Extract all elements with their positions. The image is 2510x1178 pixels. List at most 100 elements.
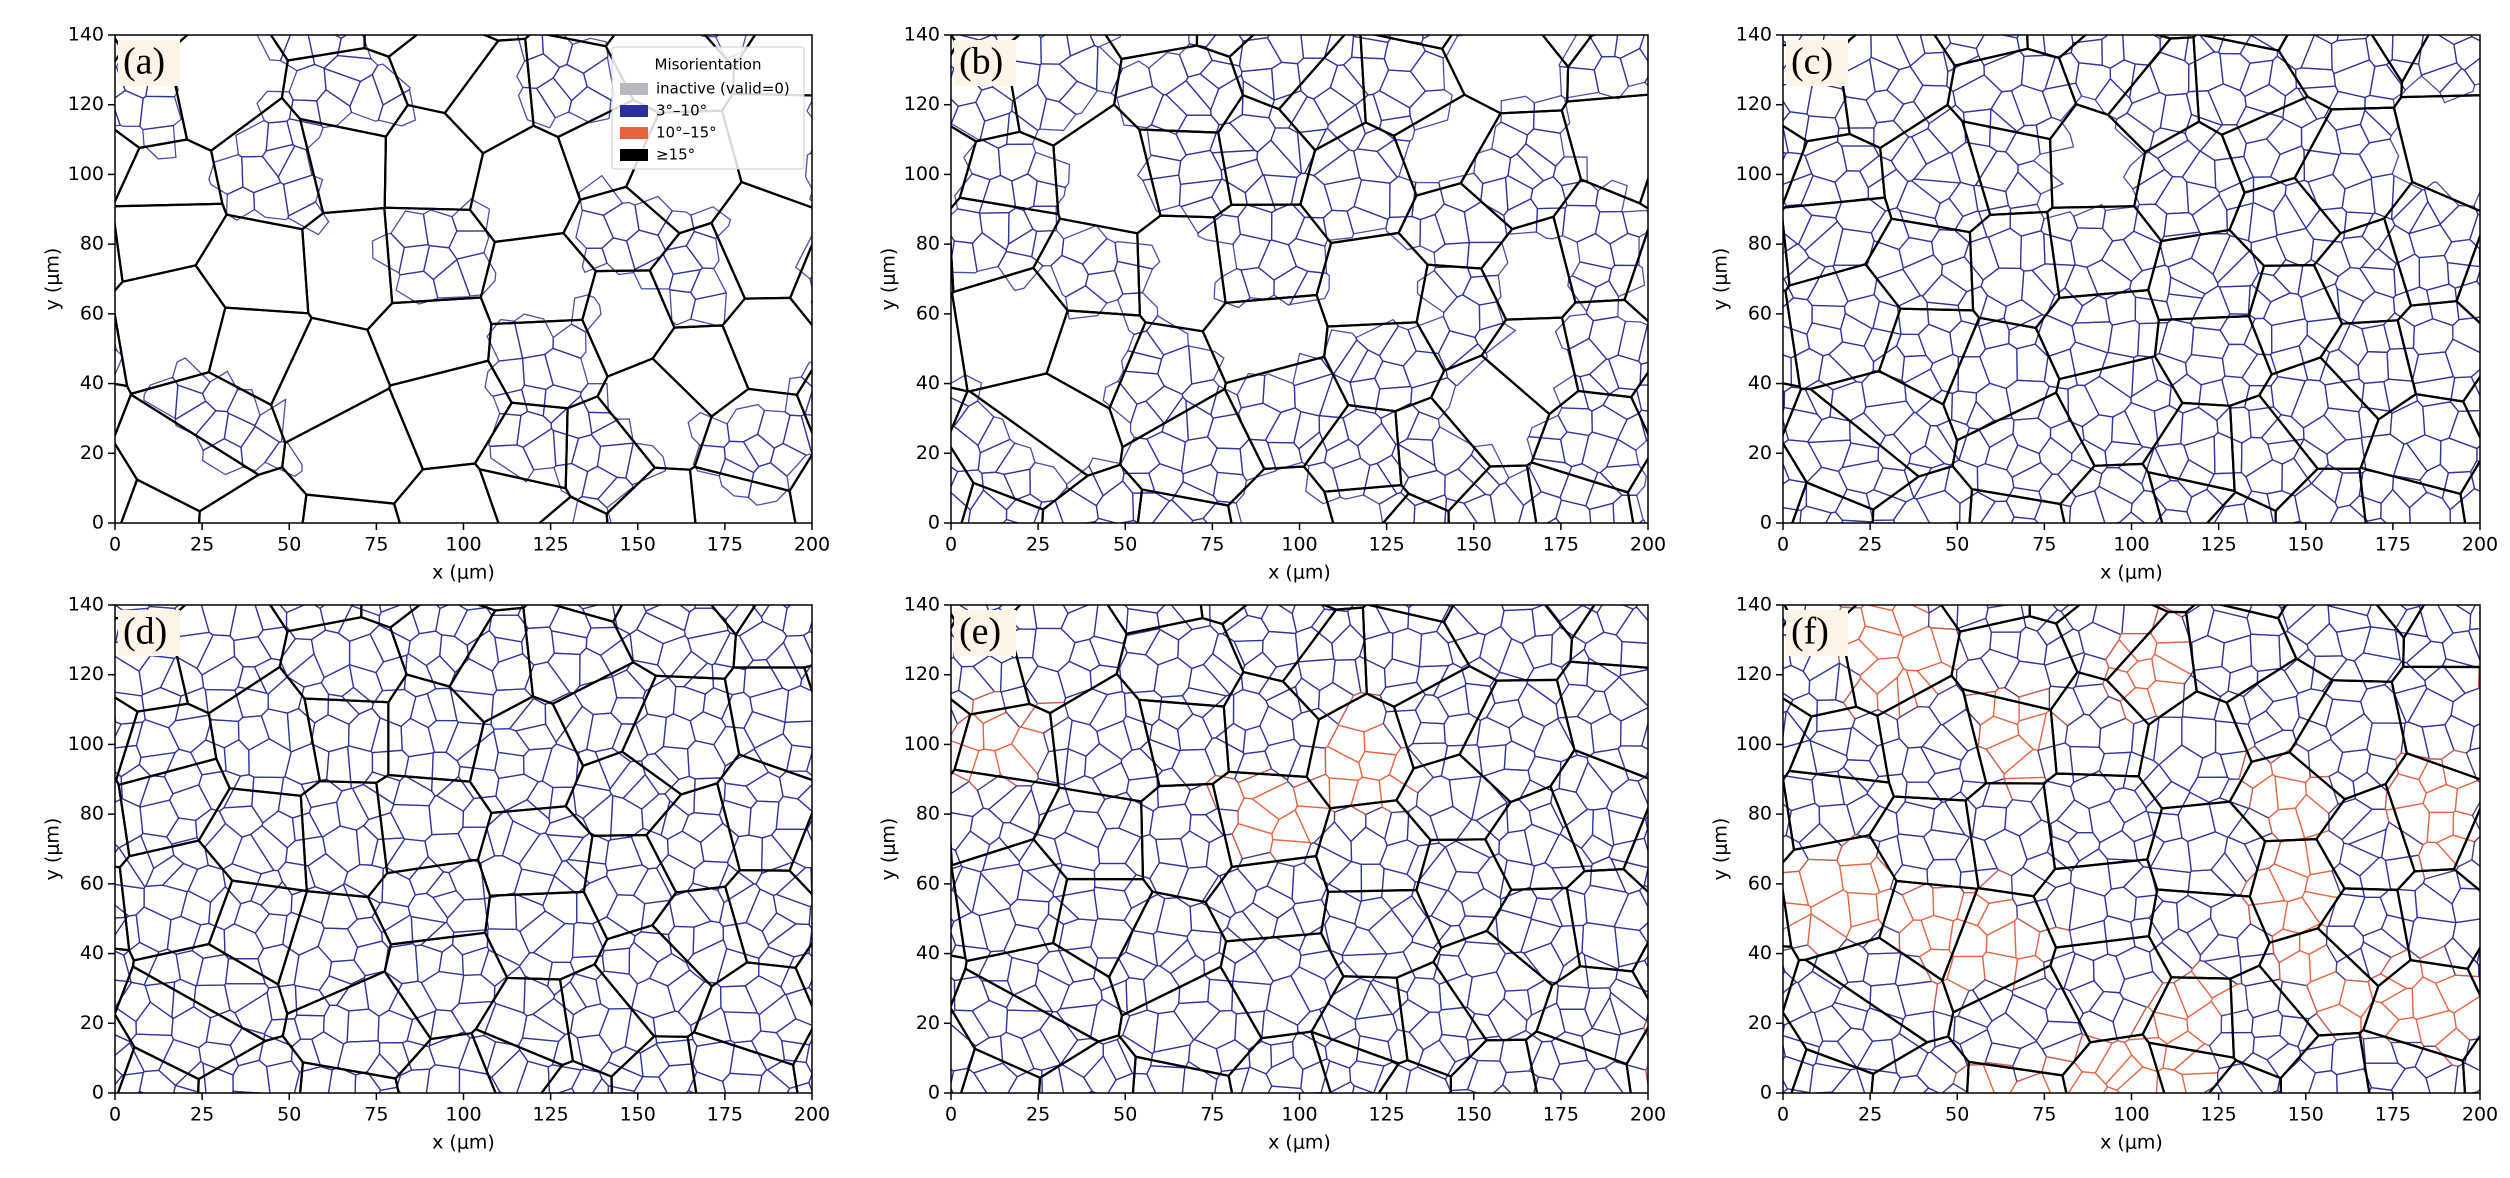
- subgrain-boundary: [86, 630, 113, 667]
- subgrain-boundary: [1840, 145, 1880, 172]
- grain-boundary: [581, 269, 676, 378]
- subgrain-boundary: [2180, 406, 2219, 447]
- subgrain-boundary: [1446, 605, 1456, 608]
- subgrain-boundary: [480, 855, 523, 900]
- grain-boundary: [1569, 605, 1648, 669]
- subgrain-boundary: [1228, 113, 1277, 153]
- subgrain-boundary: [1240, 67, 1275, 102]
- grain-boundary: [863, 0, 973, 7]
- grain-boundary: [2174, 1121, 2306, 1178]
- subgrain-boundary: [694, 605, 715, 609]
- y-axis-label: y (μm): [1710, 818, 1732, 881]
- subgrain-boundary: [324, 1102, 359, 1122]
- subgrain-boundary: [951, 1067, 953, 1071]
- grain-boundary: [2026, 35, 2088, 60]
- subgrain-boundary: [191, 922, 226, 959]
- subgrain-boundary: [1040, 35, 1072, 65]
- y-tick-label: 140: [68, 594, 104, 616]
- subgrain-boundary: [2380, 488, 2411, 523]
- grain-boundary: [1397, 181, 1514, 270]
- subgrain-boundary: [2476, 268, 2480, 287]
- subgrain-boundary: [2198, 35, 2226, 54]
- subgrain-boundary: [1344, 576, 1388, 602]
- subgrain-boundary: [1212, 471, 1248, 504]
- x-tick-label: 25: [190, 1104, 214, 1126]
- grain-boundary: [1344, 35, 1348, 36]
- subgrain-boundary: [1837, 766, 1869, 806]
- subgrain-boundary: [800, 413, 812, 455]
- subgrain-boundary: [769, 442, 808, 478]
- grain-boundary: [1691, 570, 1736, 685]
- subgrain-boundary: [568, 85, 612, 124]
- subgrain-boundary: [2014, 6, 2046, 34]
- grain-boundary: [1359, 35, 1466, 138]
- subgrain-boundary: [2329, 1099, 2367, 1122]
- y-tick-label: 100: [1736, 733, 1772, 755]
- subgrain-boundary: [1059, 1037, 1104, 1079]
- legend-swatch: [620, 83, 648, 95]
- subgrain-boundary: [1639, 361, 1648, 386]
- subgrain-boundary: [2323, 407, 2363, 441]
- grain-map: [1783, 6, 2509, 611]
- subgrain-boundary: [1323, 6, 1360, 34]
- subgrain-boundary: [204, 822, 243, 871]
- grain-boundary: [1003, 35, 1123, 147]
- subgrain-boundary: [256, 576, 286, 604]
- subgrain-boundary: [1645, 6, 1675, 34]
- subgrain-boundary: [572, 783, 613, 820]
- subgrain-boundary-high: [2238, 745, 2274, 790]
- subgrain-boundary: [514, 723, 558, 751]
- subgrain-boundary: [2011, 461, 2054, 493]
- subgrain-boundary: [1117, 951, 1158, 981]
- subgrain-boundary: [786, 1081, 812, 1093]
- grain-boundary: [387, 35, 501, 115]
- subgrain-boundary: [1411, 721, 1446, 745]
- y-tick-label: 120: [1736, 663, 1772, 685]
- grain-boundary: [2057, 35, 2173, 117]
- subgrain-boundary: [1609, 232, 1640, 267]
- subgrain-boundary: [2055, 799, 2094, 834]
- subgrain-boundary: [1655, 657, 1677, 697]
- subgrain-boundary: [1444, 497, 1479, 523]
- grain-boundary: [119, 478, 201, 523]
- grain-boundary: [732, 605, 812, 669]
- subgrain-boundary: [1420, 35, 1459, 59]
- grain-boundary: [1524, 1030, 1632, 1093]
- grain-boundary: [908, 1125, 1023, 1178]
- subgrain-boundary: [1242, 725, 1270, 755]
- legend-label: 3°–10°: [656, 102, 707, 120]
- subgrain-boundary: [224, 983, 270, 1014]
- grain-boundary: [1195, 35, 1255, 59]
- subgrain-boundary: [1348, 349, 1384, 384]
- subgrain-boundary: [969, 807, 1004, 846]
- subgrain-boundary: [1351, 1084, 1375, 1093]
- subgrain-boundary: [187, 864, 227, 903]
- subgrain-boundary: [802, 631, 812, 656]
- subgrain-boundary-high: [1798, 858, 1845, 909]
- subgrain-boundary: [2064, 713, 2102, 748]
- x-tick-label: 50: [1113, 1104, 1137, 1126]
- subgrain-boundary: [2185, 90, 2224, 126]
- subgrain-boundary: [1093, 886, 1133, 922]
- subgrain-boundary: [1955, 617, 1992, 662]
- grain-boundary: [651, 324, 750, 418]
- subgrain-boundary: [2505, 70, 2509, 88]
- subgrain-boundary: [1609, 978, 1648, 1022]
- subgrain-boundary: [2422, 1095, 2462, 1122]
- subgrain-boundary: [1050, 254, 1089, 298]
- legend-swatch: [620, 149, 648, 161]
- subgrain-boundary: [1643, 955, 1648, 969]
- grain-boundary: [1566, 35, 1648, 103]
- subgrain-boundary: [400, 717, 436, 758]
- subgrain-boundary: [1202, 500, 1242, 523]
- subgrain-boundary: [2300, 35, 2333, 71]
- subgrain-boundary: [198, 1041, 240, 1076]
- panel-label: (b): [959, 41, 1003, 83]
- grain-boundary: [1112, 44, 1245, 134]
- subgrain-boundary: [326, 745, 352, 792]
- subgrain-boundary: [690, 292, 728, 328]
- grain-boundary: [2179, 553, 2307, 611]
- subgrain-boundary: [979, 112, 1011, 149]
- subgrain-boundary: [2168, 373, 2202, 414]
